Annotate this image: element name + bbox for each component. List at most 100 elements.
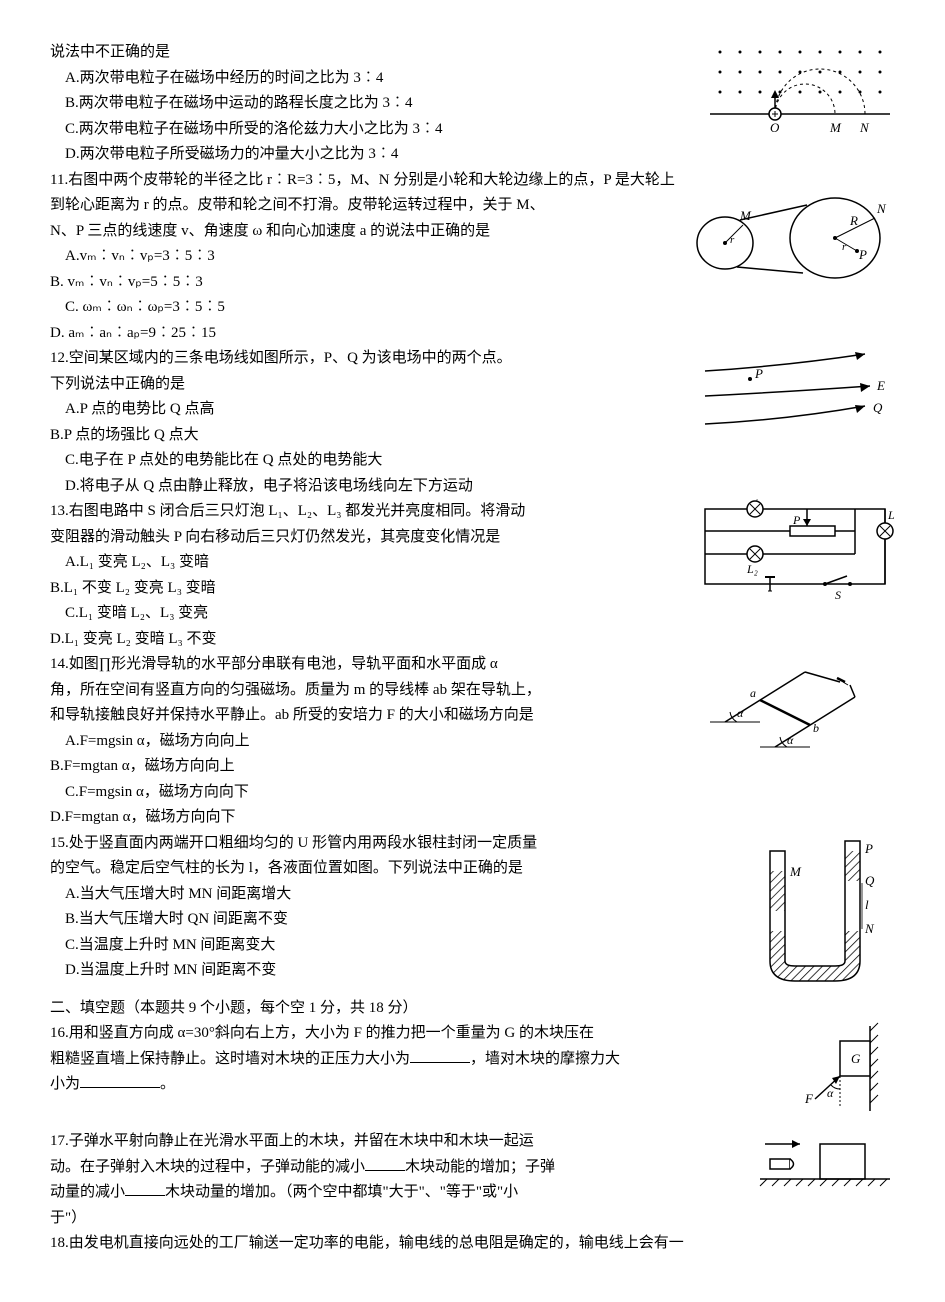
q12-label-E: E [876, 378, 885, 393]
q13-label-L1: L₁ [747, 499, 759, 502]
q16-label-F: F [804, 1091, 814, 1106]
q11-opt-b: B. vₘ︰vₙ︰vₚ=5︰5︰3 [50, 270, 350, 296]
q10-opt-b: B.两次带电粒子在磁场中运动的路程长度之比为 3︰4 [50, 91, 695, 117]
q16-stem3b: 。 [160, 1076, 175, 1092]
q11-label-P: P [858, 247, 867, 262]
q11-label-R: R [849, 213, 858, 228]
q12-opt-b: B.P 点的场强比 Q 点大 [50, 423, 355, 449]
q12-label-P: P [754, 366, 763, 381]
q10-label-O: O [770, 120, 780, 135]
q11-block: 11.右图中两个皮带轮的半径之比 r︰R=3︰5，M、N 分别是小轮和大轮边缘上… [50, 168, 895, 347]
q17-stem4: 于"） [50, 1206, 745, 1232]
q10-opt-d: D.两次带电粒子所受磁场力的冲量大小之比为 3︰4 [50, 142, 695, 168]
q15-opt-a: A.当大气压增大时 MN 间距离增大 [50, 882, 735, 908]
q17-stem3b: 木块动量的增加。（两个空中都填"大于"、"等于"或"小 [165, 1184, 518, 1200]
q10-opt-c: C.两次带电粒子在磁场中所受的洛伦兹力大小之比为 3︰4 [50, 117, 695, 143]
q17-stem2a: 动。在子弹射入木块的过程中，子弹动能的减小 [50, 1159, 365, 1175]
q13-opt-b: B.L₁ 不变 L₂ 变亮 L₃ 变暗 [50, 576, 355, 602]
q11-stem2: 到轮心距离为 r 的点。皮带和轮之间不打滑。皮带轮运转过程中，关于 M、 [50, 193, 675, 219]
q16-blank2[interactable] [80, 1072, 160, 1088]
q14-label-b: b [813, 721, 819, 735]
q15-label-M: M [789, 864, 802, 879]
q13-opt-a: A.L₁ 变亮 L₂、L₃ 变暗 [50, 550, 355, 576]
q17-block: 17.子弹水平射向静止在光滑水平面上的木块，并留在木块中和木块一起运 动。在子弹… [50, 1129, 895, 1231]
q10-text: 说法中不正确的是 A.两次带电粒子在磁场中经历的时间之比为 3︰4 B.两次带电… [50, 40, 695, 168]
q16-stem2a: 粗糙竖直墙上保持静止。这时墙对木块的正压力大小为 [50, 1051, 410, 1067]
q11-stem1: 11.右图中两个皮带轮的半径之比 r︰R=3︰5，M、N 分别是小轮和大轮边缘上… [50, 168, 895, 194]
q16-stem1: 16.用和竖直方向成 α=30°斜向右上方，大小为 F 的推力把一个重量为 G … [50, 1021, 785, 1047]
q12-opt-a: A.P 点的电势比 Q 点高 [50, 397, 355, 423]
q17-line3: 动量的减小 木块动量的增加。（两个空中都填"大于"、"等于"或"小 [50, 1180, 745, 1206]
q13-block: 13.右图电路中 S 闭合后三只灯泡 L₁、L₂、L₃ 都发光并亮度相同。将滑动… [50, 499, 895, 652]
q12-label-Q: Q [873, 400, 883, 415]
q14-opt-c: C.F=mgsin α，磁场方向向下 [50, 780, 360, 806]
q14-figure: a b α α [705, 652, 895, 762]
q15-label-Q: Q [865, 873, 875, 888]
q17-stem2b: 木块动能的增加；子弹 [405, 1159, 555, 1175]
q17-stem1: 17.子弹水平射向静止在光滑水平面上的木块，并留在木块中和木块一起运 [50, 1129, 745, 1155]
q14-label-a: a [750, 686, 756, 700]
q16-label-G: G [851, 1051, 861, 1066]
q16-figure: G F α [795, 1021, 895, 1121]
q17-stem3a: 动量的减小 [50, 1184, 125, 1200]
q12-figure: P E Q [695, 346, 895, 436]
q13-label-S: S [835, 588, 841, 602]
q17-line2: 动。在子弹射入木块的过程中，子弹动能的减小 木块动能的增加；子弹 [50, 1155, 745, 1181]
q11-figure: r M R r N P [685, 193, 895, 283]
q12-stem1: 12.空间某区域内的三条电场线如图所示，P、Q 为该电场中的两个点。 [50, 346, 685, 372]
q13-figure: L₁ P L₂ L₃ [695, 499, 895, 609]
q13-label-L2: L₂ [746, 562, 758, 576]
q15-opt-c: C.当温度上升时 MN 间距离变大 [50, 933, 735, 959]
q11-label-r2: r [842, 241, 847, 253]
q14-stem1: 14.如图∏形光滑导轨的水平部分串联有电池，导轨平面和水平面成 α [50, 652, 695, 678]
q16-block: 16.用和竖直方向成 α=30°斜向右上方，大小为 F 的推力把一个重量为 G … [50, 1021, 895, 1121]
q17-blank1[interactable] [365, 1155, 405, 1171]
q15-opt-d: D.当温度上升时 MN 间距离不变 [50, 958, 735, 984]
q15-opt-b: B.当大气压增大时 QN 间距离不变 [50, 907, 735, 933]
q17-figure [755, 1129, 895, 1199]
q16-line3: 小为 。 [50, 1072, 785, 1098]
q13-label-P: P [792, 513, 801, 527]
q11-opt-d: D. aₘ︰aₙ︰aₚ=9︰25︰15 [50, 321, 350, 347]
q14-label-alpha1: α [737, 706, 744, 720]
q11-opt-a: A.vₘ︰vₙ︰vₚ=3︰5︰3 [50, 244, 350, 270]
q15-label-l: l [865, 897, 869, 912]
q10-figure: O M N [705, 40, 895, 150]
q15-label-P: P [864, 841, 873, 856]
q14-stem2: 角，所在空间有竖直方向的匀强磁场。质量为 m 的导线棒 ab 架在导轨上， [50, 678, 695, 704]
q11-stem3: N、P 三点的线速度 v、角速度 ω 和向心加速度 a 的说法中正确的是 [50, 219, 675, 245]
q13-opt-d: D.L₁ 变亮 L₂ 变暗 L₃ 不变 [50, 627, 355, 653]
q10-block: 说法中不正确的是 A.两次带电粒子在磁场中经历的时间之比为 3︰4 B.两次带电… [50, 40, 895, 168]
q16-stem2b: ，墙对木块的摩擦力大 [470, 1051, 620, 1067]
q15-figure: M P Q N l [745, 831, 895, 996]
q16-label-alpha: α [827, 1086, 834, 1100]
q12-block: 12.空间某区域内的三条电场线如图所示，P、Q 为该电场中的两个点。 下列说法中… [50, 346, 895, 499]
q14-stem3: 和导轨接触良好并保持水平静止。ab 所受的安培力 F 的大小和磁场方向是 [50, 703, 695, 729]
q11-opt-c: C. ωₘ︰ωₙ︰ωₚ=3︰5︰5 [50, 295, 350, 321]
q13-stem2: 变阻器的滑动触头 P 向右移动后三只灯仍然发光，其亮度变化情况是 [50, 525, 685, 551]
q14-opt-a: A.F=mgsin α，磁场方向向上 [50, 729, 360, 755]
q10-label-N: N [859, 120, 870, 135]
q18-stem: 18.由发电机直接向远处的工厂输送一定功率的电能，输电线的总电阻是确定的，输电线… [50, 1231, 895, 1257]
q10-stem: 说法中不正确的是 [50, 40, 695, 66]
q15-stem2: 的空气。稳定后空气柱的长为 l，各液面位置如图。下列说法中正确的是 [50, 856, 735, 882]
q15-label-N: N [864, 921, 875, 936]
q12-stem2: 下列说法中正确的是 [50, 372, 685, 398]
q10-opt-a: A.两次带电粒子在磁场中经历的时间之比为 3︰4 [50, 66, 695, 92]
q10-label-M: M [829, 120, 842, 135]
q15-stem1: 15.处于竖直面内两端开口粗细均匀的 U 形管内用两段水银柱封闭一定质量 [50, 831, 735, 857]
q13-opt-c: C.L₁ 变暗 L₂、L₃ 变亮 [50, 601, 355, 627]
q16-stem3a: 小为 [50, 1076, 80, 1092]
q14-block: 14.如图∏形光滑导轨的水平部分串联有电池，导轨平面和水平面成 α 角，所在空间… [50, 652, 895, 831]
q12-opt-d: D.将电子从 Q 点由静止释放，电子将沿该电场线向左下方运动 [50, 474, 685, 500]
q16-line2: 粗糙竖直墙上保持静止。这时墙对木块的正压力大小为 ，墙对木块的摩擦力大 [50, 1047, 785, 1073]
q11-label-r1: r [730, 234, 735, 246]
q11-label-N: N [876, 201, 887, 216]
q15-block: 15.处于竖直面内两端开口粗细均匀的 U 形管内用两段水银柱封闭一定质量 的空气… [50, 831, 895, 996]
q17-blank2[interactable] [125, 1180, 165, 1196]
q13-label-L3: L₃ [887, 508, 895, 522]
section2-header: 二、填空题（本题共 9 个小题，每个空 1 分，共 18 分） [50, 996, 895, 1022]
q11-label-M: M [739, 208, 752, 223]
q16-blank1[interactable] [410, 1047, 470, 1063]
q14-label-alpha2: α [787, 733, 794, 747]
